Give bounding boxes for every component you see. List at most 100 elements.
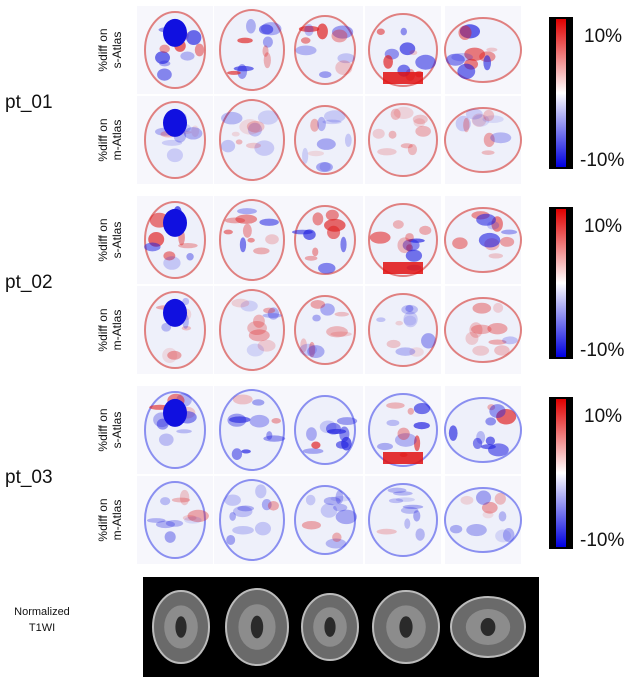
- diff-blob: [325, 209, 339, 221]
- diff-blob: [165, 520, 184, 527]
- diff-blob: [323, 496, 341, 506]
- diff-blob: [163, 251, 176, 261]
- diff-blob: [405, 249, 423, 262]
- diff-blob: [239, 237, 247, 253]
- diff-blob: [488, 339, 507, 345]
- diff-blob: [333, 503, 348, 512]
- diff-blob: [181, 325, 192, 331]
- patient-label: pt_02: [5, 272, 53, 293]
- diff-blob: [471, 324, 492, 335]
- row-label: %diff on: [96, 28, 110, 71]
- diff-blob: [163, 18, 187, 47]
- diff-map: [137, 96, 213, 184]
- brain-outline: [444, 107, 522, 173]
- diff-map: [287, 6, 363, 94]
- diff-blob: [304, 24, 314, 36]
- row-label: %diff on: [96, 408, 110, 451]
- diff-blob: [480, 444, 496, 450]
- diff-blob: [393, 106, 414, 120]
- diff-map: [365, 386, 441, 474]
- diff-blob: [414, 435, 421, 452]
- diff-blob: [448, 425, 458, 441]
- diff-blob: [312, 212, 324, 226]
- diff-blob: [221, 111, 243, 125]
- brain-outline: [368, 293, 438, 367]
- diff-blob: [336, 417, 358, 425]
- diff-blob: [409, 50, 418, 56]
- row-label: s-Atlas: [110, 412, 124, 449]
- diff-blob: [334, 311, 349, 317]
- diff-map: [137, 196, 213, 284]
- diff-blob: [259, 24, 274, 35]
- row-label: s-Atlas: [110, 32, 124, 69]
- diff-blob: [472, 345, 490, 356]
- brain-outline: [219, 289, 285, 371]
- diff-blob: [386, 339, 401, 349]
- diff-blob: [260, 22, 282, 36]
- diff-blob: [262, 36, 273, 48]
- diff-blob: [465, 108, 483, 120]
- colorbar-min-label: -10%: [580, 150, 624, 171]
- diff-blob: [392, 220, 404, 229]
- brain-outline: [444, 297, 522, 363]
- diff-map: [365, 286, 441, 374]
- diff-blob: [298, 25, 320, 33]
- diff-blob: [308, 341, 316, 358]
- diff-blob: [306, 427, 317, 441]
- colorbar-min-label: -10%: [580, 340, 624, 361]
- diff-blob: [332, 532, 342, 542]
- brain-outline: [294, 105, 356, 175]
- colorbar-max-label: 10%: [584, 216, 622, 237]
- diff-blob: [403, 315, 417, 326]
- diff-blob: [167, 350, 182, 360]
- diff-blob: [227, 413, 247, 427]
- diff-blob: [496, 408, 517, 425]
- row-label: m-Atlas: [110, 120, 124, 161]
- diff-blob: [476, 431, 486, 444]
- diff-blob: [331, 29, 348, 43]
- diff-blob: [326, 422, 341, 435]
- diff-blob: [300, 37, 311, 44]
- diff-blob: [403, 311, 418, 328]
- diff-blob: [476, 490, 492, 505]
- diff-blob: [466, 523, 487, 537]
- diff-blob: [312, 247, 319, 257]
- diff-blob: [405, 305, 414, 313]
- colorbar: [556, 399, 566, 547]
- diff-blob: [413, 422, 430, 430]
- brain-outline: [144, 291, 206, 369]
- diff-map: [365, 6, 441, 94]
- brain-outline: [219, 99, 285, 181]
- diff-blob: [247, 122, 262, 137]
- diff-blob: [223, 229, 233, 235]
- diff-blob: [307, 345, 325, 358]
- diff-blob: [235, 139, 243, 145]
- diff-blob: [483, 132, 495, 147]
- diff-blob: [478, 232, 501, 248]
- diff-blob: [163, 256, 181, 270]
- diff-blob: [404, 518, 411, 529]
- diff-blob: [485, 436, 496, 446]
- diff-blob: [393, 491, 413, 496]
- diff-map: [214, 196, 290, 284]
- anatomy-detail: [175, 616, 187, 638]
- diff-map: [444, 476, 522, 564]
- diff-blob: [320, 303, 335, 316]
- diff-blob: [255, 484, 267, 499]
- diff-blob: [465, 331, 479, 345]
- diff-blob: [241, 449, 251, 454]
- diff-blob: [186, 252, 194, 261]
- diff-blob: [246, 120, 265, 133]
- diff-blob: [407, 407, 415, 415]
- diff-map: [287, 286, 363, 374]
- diff-blob: [229, 416, 251, 423]
- diff-blob: [232, 525, 254, 535]
- reference-label: T1WI: [29, 622, 55, 634]
- diff-blob: [262, 45, 269, 57]
- diff-blob: [421, 333, 436, 349]
- diff-blob: [247, 320, 267, 336]
- diff-blob: [401, 304, 418, 315]
- diff-blob: [316, 162, 333, 173]
- anatomy-detail: [480, 618, 496, 636]
- diff-blob: [400, 143, 413, 149]
